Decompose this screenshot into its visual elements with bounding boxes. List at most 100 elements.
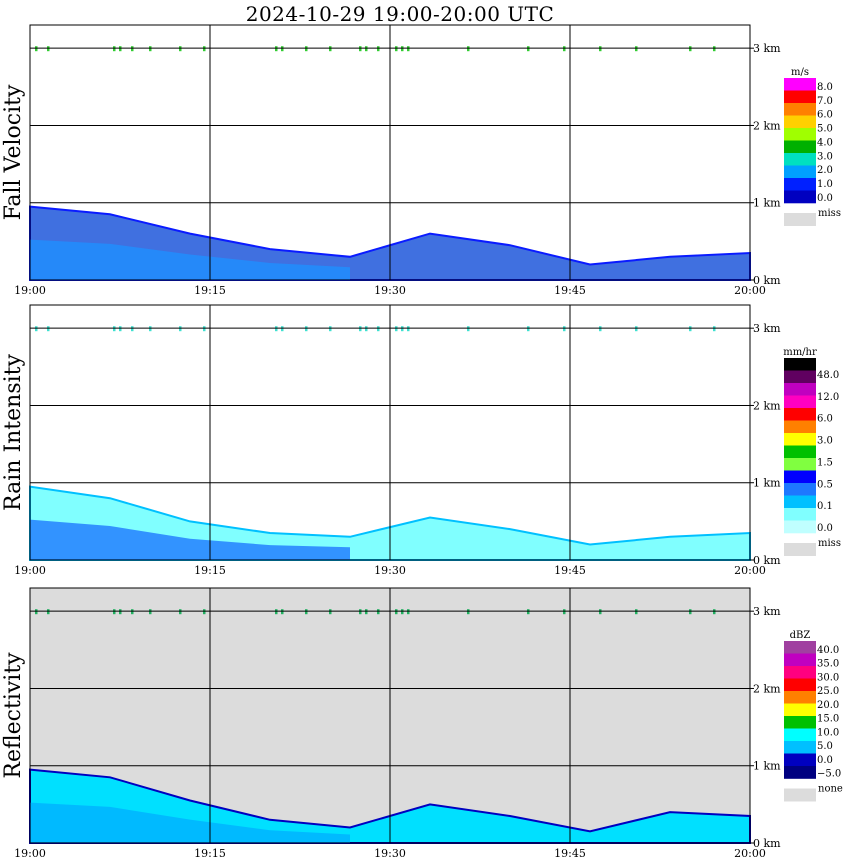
legend-missing-swatch bbox=[784, 788, 816, 802]
panel-1: 0 km 1 km 2 km 3 km 19:00 19:15 19:30 19:45 20:0… bbox=[1, 24, 841, 297]
y-tick-label: 1 km bbox=[753, 197, 781, 210]
legend-swatch bbox=[784, 420, 816, 434]
cloud-mark bbox=[395, 326, 398, 332]
legend-missing-label: miss bbox=[818, 208, 841, 219]
cloud-mark bbox=[113, 326, 116, 332]
cloud-mark bbox=[527, 609, 530, 615]
legend-swatch bbox=[784, 691, 816, 704]
legend-label: 6.0 bbox=[817, 110, 833, 121]
cloud-mark bbox=[563, 46, 566, 52]
legend: m/s 8.0 7.0 6.0 5.0 4.0 3.0 2.0 1.0 0.0 miss bbox=[784, 67, 841, 226]
cloud-mark bbox=[179, 326, 182, 332]
legend-label: 6.0 bbox=[817, 414, 833, 425]
cloud-mark bbox=[359, 609, 362, 615]
cloud-mark bbox=[467, 326, 470, 332]
cloud-mark bbox=[407, 609, 410, 615]
legend-label: 35.0 bbox=[817, 659, 839, 670]
x-tick-label: 19:30 bbox=[374, 564, 406, 577]
precip-core bbox=[30, 802, 350, 843]
cloud-mark bbox=[35, 609, 38, 615]
panel-3: 0 km 1 km 2 km 3 km 19:00 19:15 19:30 19:45 20:0… bbox=[1, 587, 843, 860]
x-tick-label: 19:00 bbox=[14, 847, 46, 860]
y-tick-label: 0 km bbox=[753, 274, 781, 287]
plot-frame bbox=[29, 304, 751, 561]
y-tick-label: 2 km bbox=[753, 120, 781, 133]
cloud-mark bbox=[203, 326, 206, 332]
cloud-mark bbox=[401, 609, 404, 615]
x-tick-label: 19:15 bbox=[194, 564, 226, 577]
cloud-mark bbox=[305, 609, 308, 615]
cloud-mark bbox=[359, 326, 362, 332]
cloud-mark bbox=[635, 609, 638, 615]
cloud-mark bbox=[401, 326, 404, 332]
cloud-mark bbox=[281, 609, 284, 615]
legend-swatch bbox=[784, 728, 816, 742]
cloud-mark bbox=[377, 609, 380, 615]
cloud-mark bbox=[377, 326, 380, 332]
legend-swatch bbox=[784, 666, 816, 679]
legend-label: 1.5 bbox=[817, 457, 833, 468]
cloud-mark bbox=[47, 609, 50, 615]
cloud-mark bbox=[563, 609, 566, 615]
x-tick-label: 19:15 bbox=[194, 284, 226, 297]
legend-label: 3.0 bbox=[817, 151, 833, 162]
cloud-mark bbox=[119, 326, 122, 332]
cloud-mark bbox=[35, 46, 38, 52]
legend-swatch bbox=[784, 483, 816, 496]
y-tick-label: 0 km bbox=[753, 837, 781, 850]
panel-2: 0 km 1 km 2 km 3 km 19:00 19:15 19:30 19:45 20:0… bbox=[1, 304, 841, 577]
x-tick-label: 19:45 bbox=[554, 847, 586, 860]
legend-unit: m/s bbox=[791, 67, 809, 78]
cloud-mark bbox=[401, 46, 404, 52]
legend-label: 3.0 bbox=[817, 436, 833, 447]
cloud-mark bbox=[281, 46, 284, 52]
cloud-mark bbox=[203, 46, 206, 52]
cloud-mark bbox=[563, 326, 566, 332]
cloud-mark bbox=[305, 326, 308, 332]
cloud-mark bbox=[179, 609, 182, 615]
cloud-mark bbox=[329, 326, 332, 332]
legend-swatch bbox=[784, 153, 816, 166]
cloud-mark bbox=[377, 46, 380, 52]
cloud-mark bbox=[35, 326, 38, 332]
y-tick-label: 0 km bbox=[753, 554, 781, 567]
legend-label: 40.0 bbox=[817, 645, 839, 656]
y-tick-label: 1 km bbox=[753, 477, 781, 490]
cloud-mark bbox=[527, 326, 530, 332]
precip-core bbox=[30, 239, 350, 280]
legend-swatch bbox=[784, 741, 816, 754]
cloud-mark bbox=[365, 46, 368, 52]
y-tick-label: 1 km bbox=[753, 760, 781, 773]
legend-swatch bbox=[784, 433, 816, 446]
cloud-mark bbox=[713, 326, 716, 332]
legend-swatch bbox=[784, 165, 816, 179]
x-tick-label: 19:45 bbox=[554, 564, 586, 577]
x-tick-label: 19:15 bbox=[194, 847, 226, 860]
legend-swatch bbox=[784, 370, 816, 384]
legend-label: 7.0 bbox=[817, 96, 833, 107]
legend-swatch bbox=[784, 408, 816, 421]
legend-label: 2.0 bbox=[817, 165, 833, 176]
legend-swatch bbox=[784, 90, 816, 104]
cloud-mark bbox=[599, 609, 602, 615]
cloud-mark bbox=[365, 326, 368, 332]
legend-label: 10.0 bbox=[817, 727, 839, 738]
cloud-mark bbox=[203, 609, 206, 615]
cloud-mark bbox=[635, 326, 638, 332]
cloud-mark bbox=[713, 46, 716, 52]
chart-title: 2024-10-29 19:00-20:00 UTC bbox=[245, 2, 555, 26]
legend-label: 5.0 bbox=[817, 741, 833, 752]
x-tick-label: 19:30 bbox=[374, 284, 406, 297]
x-tick-label: 20:00 bbox=[734, 564, 766, 577]
legend-label: 15.0 bbox=[817, 714, 839, 725]
cloud-mark bbox=[131, 609, 134, 615]
legend-swatch bbox=[784, 641, 816, 654]
legend-label: 0.5 bbox=[817, 479, 833, 490]
legend-swatch bbox=[784, 766, 816, 779]
legend-swatch bbox=[784, 140, 816, 154]
legend-swatch bbox=[784, 78, 816, 91]
legend-swatch bbox=[784, 190, 816, 204]
cloud-mark bbox=[467, 46, 470, 52]
x-tick-label: 20:00 bbox=[734, 847, 766, 860]
